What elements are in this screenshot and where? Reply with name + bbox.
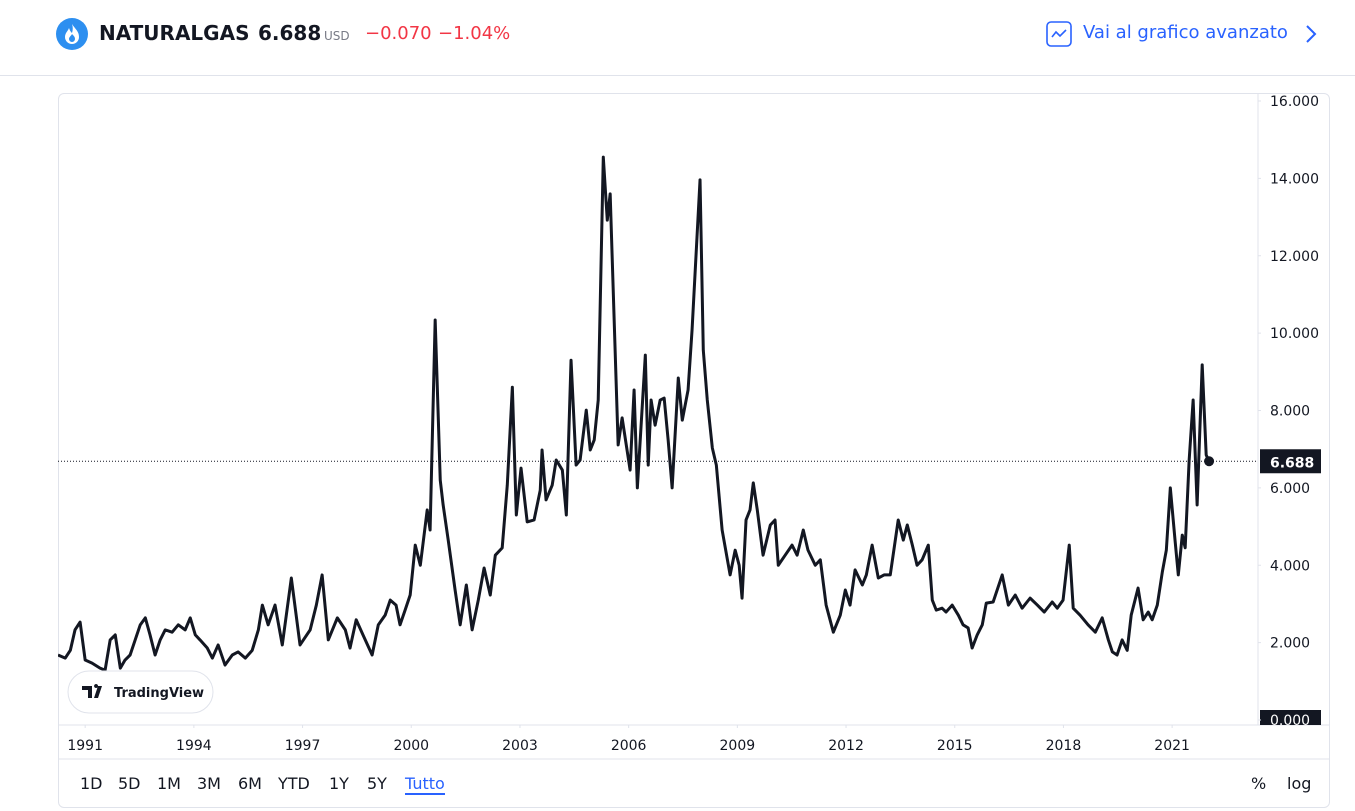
y-tick-label: 14.000 — [1270, 171, 1319, 187]
x-tick-label: 2000 — [393, 738, 429, 754]
change-percent: −1.04% — [438, 23, 511, 44]
y-tick-label: 6.000 — [1270, 481, 1310, 497]
range-button[interactable]: 5D — [118, 774, 141, 793]
advanced-icon[interactable] — [1046, 21, 1072, 47]
y-tick-badge — [1260, 710, 1321, 725]
chart-card — [58, 93, 1330, 808]
last-point — [1204, 456, 1215, 467]
y-tick-label: 16.000 — [1270, 94, 1319, 110]
y-tick-label: 2.000 — [1270, 636, 1310, 652]
x-tick-label: 2006 — [611, 738, 647, 754]
symbol-logo — [56, 18, 88, 50]
range-button[interactable]: Tutto — [405, 774, 445, 795]
price-line — [58, 155, 1211, 672]
scale-button[interactable]: % — [1251, 774, 1267, 793]
x-tick-label: 2009 — [720, 738, 756, 754]
chevron[interactable] — [1304, 24, 1318, 44]
currency: USD — [324, 29, 350, 43]
x-tick-label: 1997 — [285, 738, 321, 754]
scale-button[interactable]: log — [1287, 774, 1312, 793]
range-button[interactable]: 1Y — [329, 774, 349, 793]
x-tick-label: 2003 — [502, 738, 538, 754]
range-button[interactable]: YTD — [278, 774, 310, 793]
header: NATURALGAS 6.688 USD −0.070 −1.04% Vai a… — [0, 0, 1355, 76]
change: −0.070 — [365, 23, 432, 44]
y-tick-label: 4.000 — [1270, 558, 1310, 574]
x-tick-label: 2021 — [1154, 738, 1190, 754]
range-button[interactable]: 1D — [80, 774, 103, 793]
range-button[interactable]: 5Y — [367, 774, 387, 793]
price: 6.688 — [258, 21, 322, 45]
watermark-text: TradingView — [114, 686, 204, 701]
x-tick-label: 2018 — [1046, 738, 1082, 754]
range-button[interactable]: 3M — [197, 774, 221, 793]
range-button[interactable]: 1M — [157, 774, 181, 793]
x-tick-label: 1994 — [176, 738, 212, 754]
last-price-label: 6.688 — [1270, 455, 1314, 471]
range-button[interactable]: 6M — [238, 774, 262, 793]
y-tick-label: 10.000 — [1270, 326, 1319, 342]
last-price-badge — [1260, 449, 1321, 474]
advanced-link[interactable]: Vai al grafico avanzato — [1083, 22, 1288, 43]
x-tick-label: 2015 — [937, 738, 973, 754]
y-tick-label: 12.000 — [1270, 249, 1319, 265]
symbol: NATURALGAS — [99, 21, 250, 45]
x-tick-label: 2012 — [828, 738, 864, 754]
y-tick-label: 0.000 — [1270, 713, 1310, 729]
x-tick-label: 1991 — [67, 738, 103, 754]
watermark: TradingView — [67, 670, 214, 714]
y-tick-label: 8.000 — [1270, 404, 1310, 420]
